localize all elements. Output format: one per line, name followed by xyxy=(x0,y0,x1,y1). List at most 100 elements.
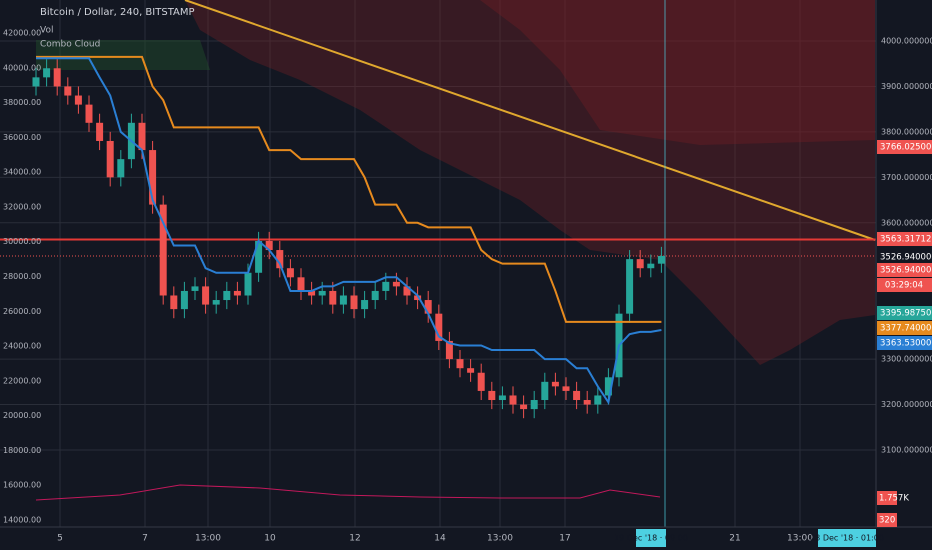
candle-body xyxy=(488,390,496,401)
chart-title: Bitcoin / Dollar, 240, BITSTAMP xyxy=(40,7,195,18)
cursor-label: 28 Dec '18 · 01:00 xyxy=(810,534,884,543)
indicator-label: Combo Cloud xyxy=(40,40,100,50)
indicator-label: Vol xyxy=(40,26,53,36)
indicator-line xyxy=(36,55,662,323)
y2-tick-label: 3900.00000000 xyxy=(881,82,932,91)
y-tick-label: 22000.00 xyxy=(3,376,41,385)
price-tag-box xyxy=(877,336,932,350)
candle-body xyxy=(435,313,443,341)
plot xyxy=(0,55,876,419)
x-tick-label: 21 xyxy=(729,534,740,544)
candle-body xyxy=(350,295,358,310)
price-tag-box xyxy=(877,306,932,320)
x-tick-label: 13:00 xyxy=(487,534,513,544)
candle-body xyxy=(445,340,453,360)
price-tag: 3377.74000000 xyxy=(880,324,932,334)
indicator-line xyxy=(36,57,662,405)
cursor-label-box xyxy=(636,529,666,547)
price-tag: 3563.31712148 xyxy=(880,235,932,245)
candle-body xyxy=(308,290,316,296)
y-tick-label: 26000.00 xyxy=(3,307,41,316)
candle-body xyxy=(53,68,61,87)
candle-body xyxy=(520,404,528,410)
y-tick-label: 16000.00 xyxy=(3,481,41,490)
candle-body xyxy=(382,281,390,291)
cloud xyxy=(185,0,875,365)
price-tag: 3526.94000000 xyxy=(880,266,932,276)
candle-body xyxy=(573,390,581,401)
candle-body xyxy=(403,286,411,296)
candle-body xyxy=(647,263,655,269)
candle-body xyxy=(456,359,464,369)
candle-body xyxy=(180,290,188,310)
candle-body xyxy=(255,240,263,273)
candle-body xyxy=(43,68,51,78)
y-tick-label: 42000.00 xyxy=(3,29,41,38)
volume-tag-box xyxy=(877,513,897,527)
candle-body xyxy=(202,286,210,305)
x-tick-label: 10 xyxy=(264,534,276,544)
y2-tick-label: 3200.00000000 xyxy=(881,400,932,409)
candle-body xyxy=(159,204,167,296)
x-tick-label: 5 xyxy=(57,534,63,544)
y-tick-label: 24000.00 xyxy=(3,342,41,351)
candle-body xyxy=(318,290,326,296)
price-tag: 3395.98750000 xyxy=(880,309,932,319)
candle-body xyxy=(530,400,538,410)
candle-body xyxy=(74,95,82,105)
candle-body xyxy=(32,77,40,87)
candle-body xyxy=(657,255,665,264)
candle-body xyxy=(329,290,337,305)
candle-body xyxy=(551,381,559,387)
candle-body xyxy=(265,240,273,251)
y2-tick-label: 3700.00000000 xyxy=(881,173,932,182)
y-tick-label: 14000.00 xyxy=(3,516,41,525)
y-tick-label: 40000.00 xyxy=(3,63,41,72)
candle-body xyxy=(64,86,72,96)
price-tag: 3526.94000000 xyxy=(880,253,932,263)
y-tick-label: 34000.00 xyxy=(3,168,41,177)
candle-body xyxy=(626,259,634,314)
candle-body xyxy=(339,295,347,305)
candle-body xyxy=(149,150,157,205)
x-tick-label: 13:00 xyxy=(787,534,813,544)
x-tick-label: 12 xyxy=(349,534,360,544)
candle-body xyxy=(392,281,400,287)
x-tick-label: 13:00 xyxy=(195,534,221,544)
candle-body xyxy=(562,386,570,391)
candle-body xyxy=(223,290,231,301)
candle-body xyxy=(96,122,104,141)
candle-body xyxy=(477,372,485,391)
candle-body xyxy=(85,104,93,123)
candle-body xyxy=(276,250,284,269)
cursor-label-box xyxy=(818,529,876,547)
candle-body xyxy=(594,395,602,405)
y-tick-label: 28000.00 xyxy=(3,272,41,281)
y2-tick-label: 3100.00000000 xyxy=(881,446,932,455)
candle-body xyxy=(361,300,369,310)
candle-body xyxy=(541,381,549,401)
candle-body xyxy=(297,277,305,291)
volume-tag-box xyxy=(877,491,897,505)
y-tick-label: 36000.00 xyxy=(3,133,41,142)
candle-body xyxy=(371,290,379,301)
x-tick-label: 17 xyxy=(559,534,570,544)
candle-body xyxy=(583,400,591,405)
y2-tick-label: 3800.00000000 xyxy=(881,127,932,136)
price-tag-box xyxy=(877,140,932,154)
candle-body xyxy=(117,159,125,178)
cloud-green xyxy=(36,40,210,70)
x-tick-label: 7 xyxy=(142,534,148,544)
cursor-label: 19 Dec '18 · 09:00 xyxy=(614,534,688,543)
cloud-inner xyxy=(480,0,875,145)
countdown-box xyxy=(877,278,932,292)
candle-body xyxy=(212,300,220,305)
volume-tag: 1.757K xyxy=(879,494,909,504)
candle-body xyxy=(244,272,252,296)
candle-body xyxy=(414,295,422,301)
price-tag-box xyxy=(877,232,932,246)
y2-tick-label: 3300.00000000 xyxy=(881,355,932,364)
